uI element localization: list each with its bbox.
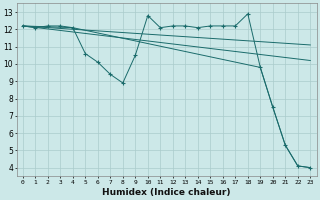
X-axis label: Humidex (Indice chaleur): Humidex (Indice chaleur)	[102, 188, 231, 197]
